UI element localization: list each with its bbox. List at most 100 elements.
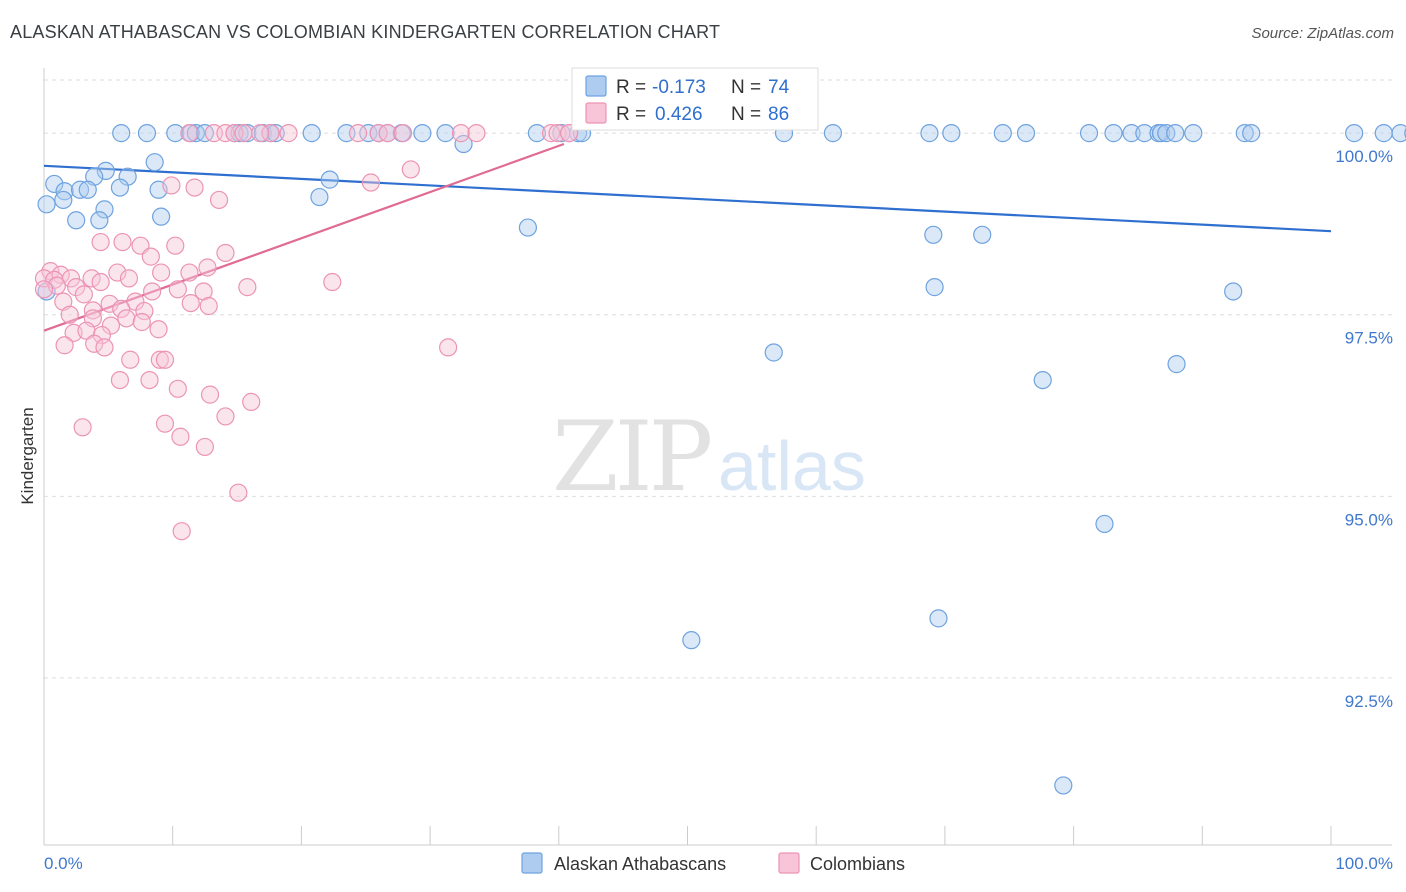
colombian-point — [180, 263, 199, 282]
colombian-point — [242, 392, 261, 411]
athabascan-point — [518, 218, 538, 237]
colombian-point — [150, 350, 169, 369]
colombian-point — [113, 232, 132, 252]
athabascan-point — [230, 124, 249, 143]
athabascan-point — [1079, 124, 1099, 143]
athabascan-point — [764, 343, 783, 362]
stats-legend: R = -0.173 N = 74 R = 0.426 N = 86 — [571, 67, 819, 131]
gridlines: 100.0% 97.5% 95.0% 92.5% — [44, 79, 1393, 711]
chart-title: ALASKAN ATHABASCAN VS COLOMBIAN KINDERGA… — [10, 22, 720, 42]
colombian-point — [112, 299, 131, 319]
athabascan-point — [925, 278, 944, 297]
colombian-point — [149, 320, 168, 339]
athabascan-point — [973, 225, 992, 244]
axes: 0.0% 100.0% — [43, 68, 1393, 873]
colombian-point — [251, 124, 270, 143]
colombian-point — [361, 173, 380, 192]
athabascan-point — [45, 174, 64, 194]
athabascan-point — [320, 170, 339, 189]
colombian-point — [209, 190, 229, 210]
colombian-point — [238, 278, 257, 297]
colombian-point — [401, 160, 420, 179]
athabascan-point — [1166, 124, 1185, 143]
colombian-point — [73, 418, 92, 437]
colombian-point — [168, 280, 187, 299]
athabascan-point — [302, 124, 321, 143]
colombian-point — [229, 483, 248, 502]
athabascan-point — [90, 211, 109, 230]
colombian-point — [95, 338, 114, 357]
y-tick-label: 95.0% — [1345, 510, 1393, 529]
athabascan-point — [137, 124, 157, 143]
watermark-atlas: atlas — [718, 427, 866, 505]
chart-source: Source: ZipAtlas.com — [1251, 25, 1394, 42]
colombian-point — [216, 407, 235, 426]
legend-swatch-athabascan — [521, 852, 543, 874]
athabascan-point — [1104, 124, 1123, 143]
athabascan-point — [145, 153, 164, 172]
athabascan-point — [1122, 124, 1141, 143]
colombian-point — [60, 305, 79, 324]
athabascan-point — [1184, 124, 1203, 143]
colombian-point — [100, 294, 119, 313]
athabascan-point — [166, 124, 185, 143]
data-points — [34, 124, 1406, 795]
athabascan-point — [152, 207, 171, 226]
athabascan-trend-line — [43, 164, 1332, 233]
stats-legend-box — [571, 67, 819, 131]
y-tick-label: 100.0% — [1335, 147, 1393, 166]
colombian-point — [132, 312, 151, 332]
athabascan-point — [96, 161, 115, 180]
colombian-point — [162, 176, 181, 195]
colombian-point — [261, 124, 280, 143]
watermark-zip: ZIP — [552, 401, 711, 513]
stats-r-label-colombian: R = — [616, 104, 646, 125]
athabascan-point — [359, 124, 378, 143]
colombian-point — [172, 522, 191, 541]
colombian-point — [348, 124, 368, 143]
y-axis-title: Kindergarten — [18, 407, 37, 504]
athabascan-point — [823, 124, 843, 143]
trend-lines — [43, 142, 1332, 332]
colombian-point — [166, 236, 185, 255]
colombian-point — [117, 309, 136, 328]
colombian-point — [140, 370, 159, 390]
athabascan-point — [682, 631, 701, 650]
colombian-point — [171, 427, 190, 446]
stats-r-value-colombian: 0.426 — [655, 104, 703, 125]
y-tick-label: 97.5% — [1345, 329, 1393, 348]
colombian-point — [85, 334, 104, 353]
colombian-trend-line — [43, 142, 565, 332]
athabascan-point — [1016, 124, 1036, 143]
athabascan-point — [37, 195, 56, 214]
colombian-point — [155, 350, 175, 369]
colombian-point — [541, 124, 561, 143]
colombian-point — [34, 280, 54, 299]
colombian-point — [108, 263, 127, 282]
athabascan-point — [1095, 514, 1114, 534]
athabascan-point — [310, 187, 329, 207]
colombian-point — [378, 124, 397, 143]
athabascan-point — [920, 124, 939, 143]
athabascan-point — [1054, 776, 1073, 795]
colombian-point — [143, 282, 162, 301]
series-legend: Alaskan Athabascans Colombians — [521, 852, 905, 874]
colombian-point — [199, 296, 218, 316]
colombian-point — [55, 336, 74, 355]
y-tick-label: 92.5% — [1345, 692, 1393, 711]
colombian-point — [185, 178, 204, 197]
colombian-point — [180, 124, 199, 143]
stats-n-label-colombian: N = — [731, 104, 761, 125]
athabascan-point — [1391, 124, 1406, 143]
athabascan-point — [1167, 355, 1186, 374]
athabascan-point — [413, 124, 432, 143]
colombian-point — [181, 293, 200, 313]
athabascan-point — [454, 134, 473, 154]
colombian-point — [216, 243, 235, 263]
athabascan-point — [54, 190, 73, 210]
colombian-point — [91, 232, 110, 252]
athabascan-point — [238, 124, 257, 143]
colombian-point — [234, 124, 253, 143]
colombian-point — [82, 269, 101, 288]
